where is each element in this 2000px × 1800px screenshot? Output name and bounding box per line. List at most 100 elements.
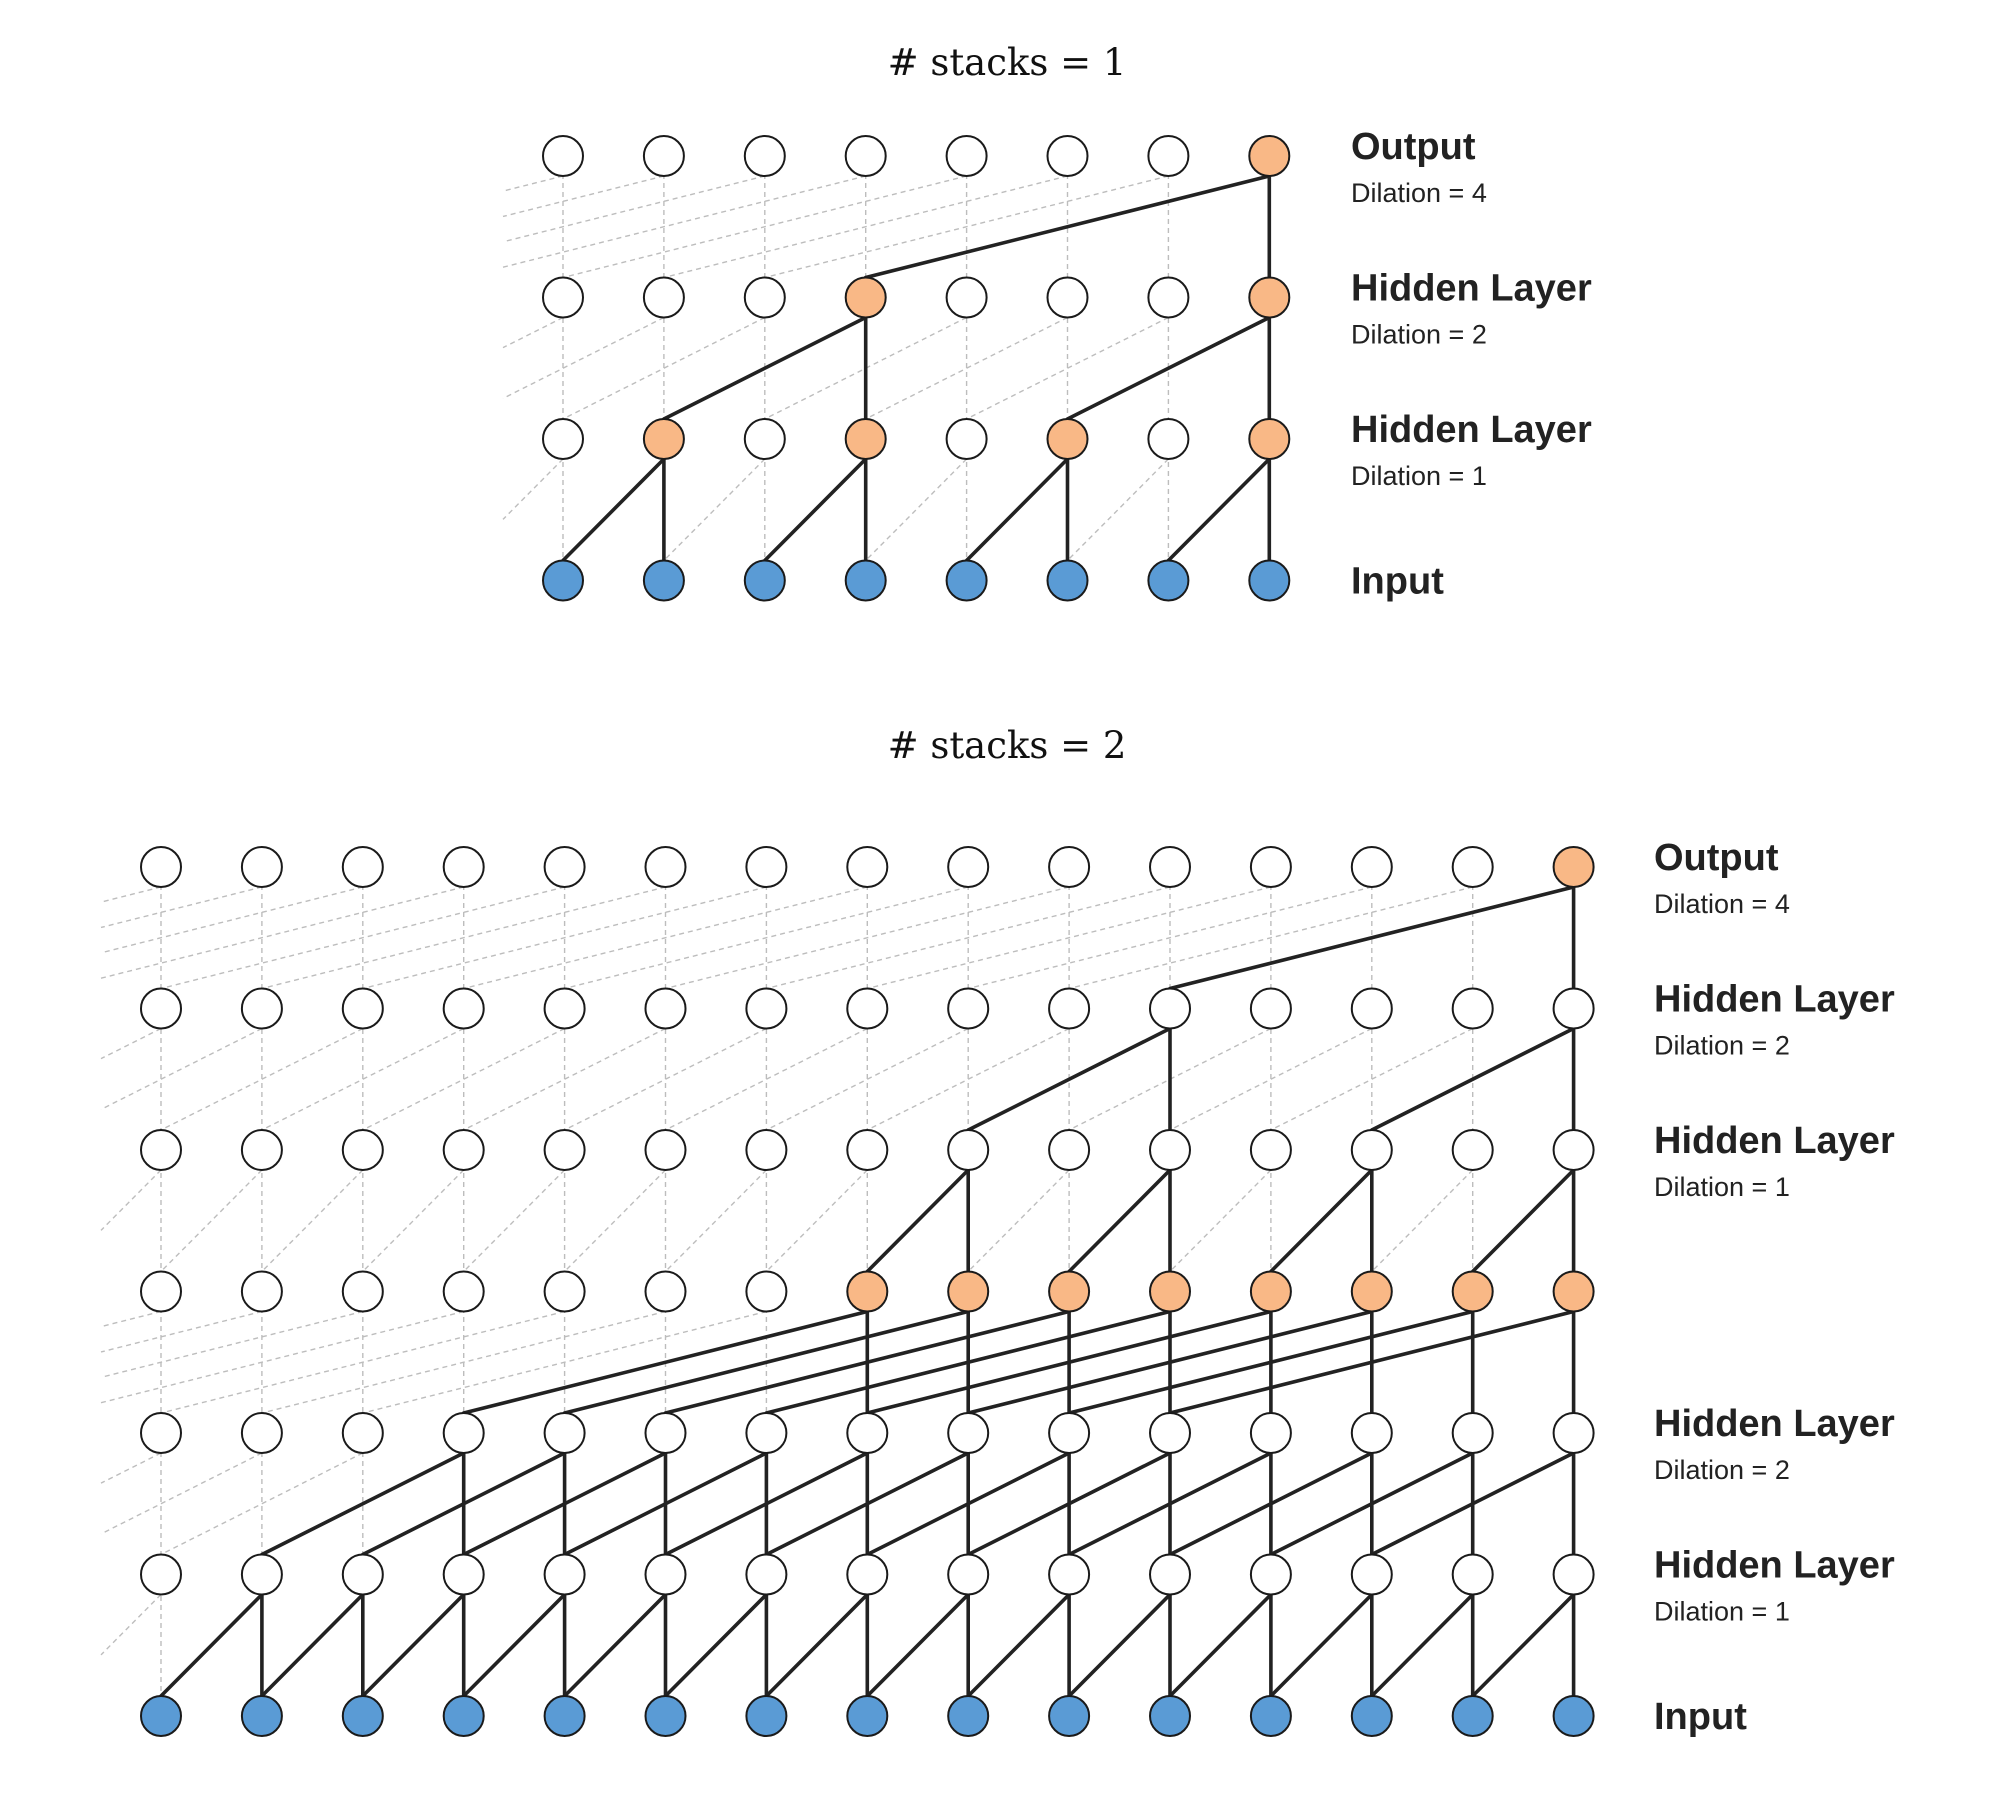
- panel-1-title: # stacks = 1: [888, 41, 1127, 84]
- grid-line: [663, 175, 1068, 279]
- active-node: [844, 418, 887, 460]
- node: [846, 1553, 889, 1596]
- edge-line: [260, 1592, 365, 1698]
- node: [1350, 1553, 1393, 1596]
- node: [745, 1129, 788, 1171]
- grid-line: [100, 1452, 263, 1535]
- active-node: [1451, 1270, 1494, 1313]
- layer-labels: Output Dilation = 4 Hidden Layer Dilation =…: [1654, 837, 1895, 1738]
- node: [745, 987, 788, 1030]
- node: [846, 1412, 889, 1454]
- node: [240, 1553, 283, 1596]
- node: [1048, 1412, 1091, 1454]
- connections: [561, 174, 1272, 563]
- node: [1147, 135, 1190, 177]
- input-node: [1451, 1695, 1494, 1737]
- input-node: [743, 559, 786, 602]
- layer-label: Hidden Layer: [1654, 1545, 1895, 1587]
- edge-line: [1067, 1168, 1172, 1274]
- edge-line: [663, 1592, 769, 1698]
- node: [1451, 1412, 1494, 1454]
- node: [644, 1412, 687, 1454]
- node: [1249, 1553, 1292, 1596]
- grid-line: [502, 175, 564, 192]
- active-node: [1248, 418, 1291, 460]
- node: [745, 1412, 788, 1454]
- input-node: [542, 559, 584, 602]
- layer-label: Output: [1654, 837, 1779, 879]
- grid-line: [665, 886, 1070, 990]
- layer-label: Hidden Layer: [1654, 1403, 1895, 1445]
- node: [1249, 846, 1292, 888]
- edge-line: [1470, 1168, 1576, 1274]
- node: [542, 276, 584, 319]
- edge-line: [561, 457, 666, 563]
- node: [642, 135, 685, 177]
- input-node: [1552, 1695, 1595, 1737]
- node: [947, 1412, 990, 1454]
- node: [1046, 276, 1089, 319]
- node: [542, 418, 584, 460]
- grid-line: [1270, 1027, 1474, 1131]
- grid-line: [463, 1169, 566, 1272]
- edge-line: [663, 1451, 870, 1557]
- grid-line: [261, 1310, 666, 1414]
- edge-line: [966, 1592, 1071, 1698]
- grid-line: [160, 1310, 565, 1414]
- active-node: [844, 276, 887, 319]
- dilation-label: Dilation = 4: [1654, 889, 1790, 919]
- node: [442, 1270, 485, 1313]
- grid-line: [865, 458, 968, 561]
- node: [1048, 846, 1091, 888]
- active-node: [1248, 276, 1291, 319]
- node: [1149, 846, 1191, 888]
- edge-line: [1067, 1309, 1475, 1415]
- edge-line: [764, 1451, 971, 1557]
- node: [1249, 987, 1292, 1030]
- input-node: [1350, 1695, 1393, 1737]
- input-node: [745, 1695, 788, 1737]
- layer-label: Hidden Layer: [1351, 268, 1592, 310]
- input-node: [844, 559, 887, 602]
- grid-line: [1169, 1169, 1272, 1272]
- background-grid: [502, 156, 1271, 581]
- edge-line: [1168, 1451, 1374, 1557]
- layer-label: Hidden Layer: [1654, 979, 1895, 1021]
- edge-line: [966, 1026, 1172, 1132]
- input-node: [1249, 1695, 1292, 1737]
- edge-line: [562, 1309, 971, 1415]
- grid-line: [1068, 886, 1473, 990]
- node: [947, 1129, 990, 1171]
- active-node: [1552, 846, 1595, 888]
- grid-line: [100, 1594, 162, 1656]
- grid-line: [564, 1027, 767, 1131]
- grid-line: [100, 1027, 162, 1060]
- dilation-label: Dilation = 2: [1654, 1031, 1790, 1061]
- grid-line: [362, 886, 767, 990]
- node: [1552, 987, 1595, 1030]
- node: [644, 1553, 687, 1596]
- edge-line: [1067, 1451, 1273, 1557]
- edge-line: [865, 1309, 1273, 1415]
- layer-label: Input: [1351, 561, 1444, 603]
- node: [1147, 418, 1190, 460]
- node: [1552, 1553, 1595, 1596]
- grid-line: [502, 175, 765, 243]
- node: [240, 1129, 283, 1171]
- input-node: [140, 1695, 182, 1737]
- grid-line: [1371, 1169, 1474, 1272]
- grid-line: [463, 886, 868, 990]
- input-node: [1147, 559, 1190, 602]
- grid-line: [562, 316, 766, 420]
- grid-line: [502, 458, 564, 520]
- edge-line: [1067, 1592, 1172, 1698]
- input-node: [240, 1695, 283, 1737]
- node: [140, 1553, 182, 1596]
- grid-line: [261, 1027, 465, 1131]
- dilation-label: Dilation = 1: [1654, 1172, 1790, 1202]
- edge-line: [1168, 885, 1576, 991]
- panel-stacks-1: Output Dilation = 4 Hidden Layer Dilation =…: [502, 126, 1592, 603]
- grid-line: [764, 175, 1169, 279]
